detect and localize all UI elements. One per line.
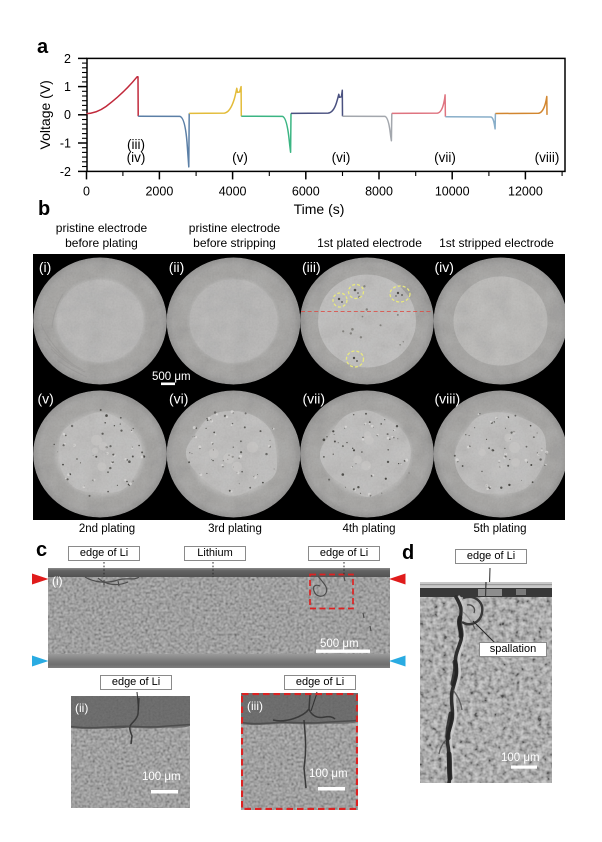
svg-text:(iv): (iv) bbox=[435, 259, 454, 275]
svg-text:(i): (i) bbox=[39, 259, 51, 275]
svg-text:(v): (v) bbox=[38, 390, 54, 406]
svg-text:Voltage (V): Voltage (V) bbox=[37, 80, 53, 149]
svg-text:(ii): (ii) bbox=[75, 701, 88, 715]
svg-text:500 μm: 500 μm bbox=[320, 638, 359, 650]
svg-text:(viii): (viii) bbox=[435, 390, 461, 406]
svg-text:(vi): (vi) bbox=[169, 390, 188, 406]
svg-text:(iii): (iii) bbox=[127, 137, 145, 152]
svg-text:(vii): (vii) bbox=[434, 150, 456, 165]
svg-text:2: 2 bbox=[64, 52, 71, 66]
svg-text:1: 1 bbox=[64, 80, 71, 94]
svg-text:(iii): (iii) bbox=[302, 259, 321, 275]
svg-text:12000: 12000 bbox=[508, 185, 543, 199]
svg-text:500 μm: 500 μm bbox=[152, 371, 191, 383]
svg-text:6000: 6000 bbox=[292, 185, 320, 199]
svg-text:8000: 8000 bbox=[365, 185, 393, 199]
svg-text:100 μm: 100 μm bbox=[309, 768, 348, 780]
svg-text:(iii): (iii) bbox=[247, 699, 263, 713]
svg-text:(viii): (viii) bbox=[535, 150, 560, 165]
svg-text:10000: 10000 bbox=[435, 185, 470, 199]
svg-text:0: 0 bbox=[83, 185, 90, 199]
svg-text:(vi): (vi) bbox=[332, 150, 351, 165]
svg-text:100 μm: 100 μm bbox=[501, 752, 540, 764]
svg-text:-2: -2 bbox=[60, 165, 71, 179]
svg-text:-1: -1 bbox=[60, 136, 71, 150]
svg-text:(i): (i) bbox=[52, 574, 63, 588]
svg-text:4000: 4000 bbox=[219, 185, 247, 199]
svg-text:100 μm: 100 μm bbox=[142, 771, 181, 783]
svg-text:2000: 2000 bbox=[145, 185, 173, 199]
svg-text:(iv): (iv) bbox=[127, 150, 146, 165]
svg-text:(v): (v) bbox=[232, 150, 248, 165]
svg-text:0: 0 bbox=[64, 108, 71, 122]
svg-text:(ii): (ii) bbox=[169, 259, 185, 275]
svg-text:(vii): (vii) bbox=[303, 390, 326, 406]
svg-text:Time (s): Time (s) bbox=[294, 201, 345, 217]
